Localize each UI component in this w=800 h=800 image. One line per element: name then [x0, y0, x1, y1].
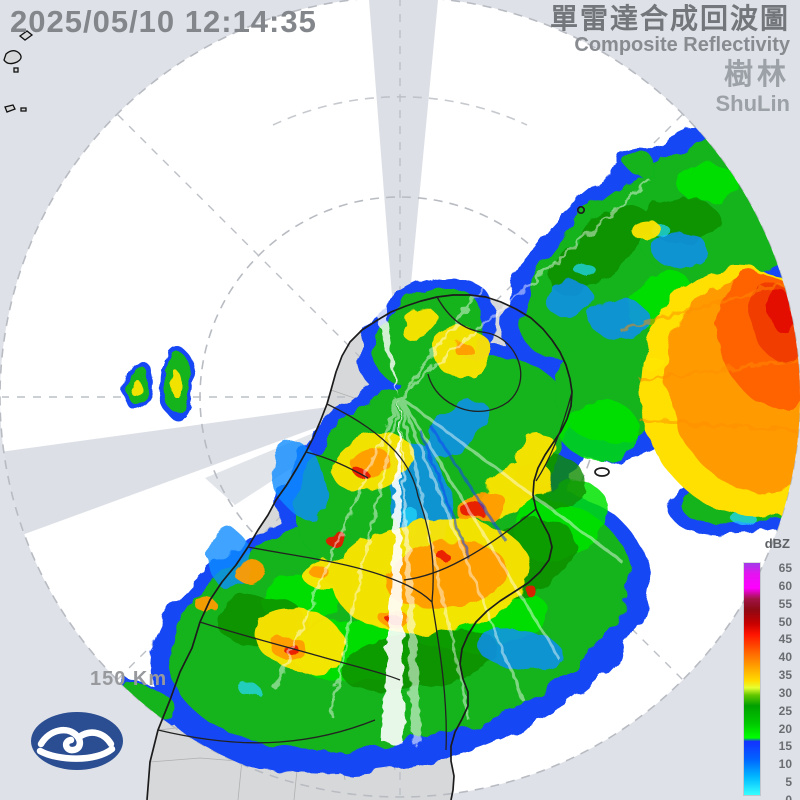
dbz-legend: dBZ 65 60 55 50 45 40 35 30 25 20 15 10 5 0 — [742, 536, 798, 800]
dbz-tick-0: 0 — [785, 793, 792, 800]
dbz-tick-10: 10 — [778, 757, 792, 772]
radial-streaks — [273, 159, 799, 745]
dbz-tick-15: 15 — [778, 739, 792, 754]
dbz-color-bar — [743, 562, 761, 796]
station-name-en: ShuLin — [715, 91, 790, 117]
dbz-tick-labels: 65 60 55 50 45 40 35 30 25 20 15 10 5 0 — [762, 561, 796, 800]
island-outlines — [3, 30, 34, 113]
product-title-zh: 單雷達合成回波圖 — [549, 3, 790, 34]
radar-echoes — [35, 121, 800, 775]
observation-timestamp: 2025/05/10 12:14:35 — [10, 4, 317, 39]
dbz-tick-65: 65 — [778, 561, 792, 575]
dbz-tick-55: 55 — [778, 596, 792, 611]
coastline — [146, 205, 610, 800]
dbz-tick-5: 5 — [785, 775, 792, 790]
dbz-tick-50: 50 — [778, 614, 792, 629]
product-title-en: Composite Reflectivity — [574, 34, 790, 57]
station-name-block: 樹林 ShuLin — [715, 60, 790, 116]
county-boundaries — [157, 296, 573, 751]
dbz-tick-25: 25 — [778, 703, 792, 718]
dbz-tick-30: 30 — [778, 685, 792, 700]
dbz-tick-45: 45 — [778, 632, 792, 647]
product-title-block: 單雷達合成回波圖 Composite Reflectivity — [550, 4, 790, 56]
dbz-unit-label: dBZ — [764, 536, 790, 551]
dbz-tick-60: 60 — [778, 578, 792, 593]
cwb-logo — [31, 712, 123, 770]
dbz-tick-40: 40 — [778, 650, 792, 665]
station-name-zh: 樹林 — [723, 59, 790, 91]
range-ring-label: 150 Km — [90, 668, 168, 690]
dbz-tick-35: 35 — [778, 668, 792, 683]
dbz-tick-20: 20 — [778, 721, 792, 736]
